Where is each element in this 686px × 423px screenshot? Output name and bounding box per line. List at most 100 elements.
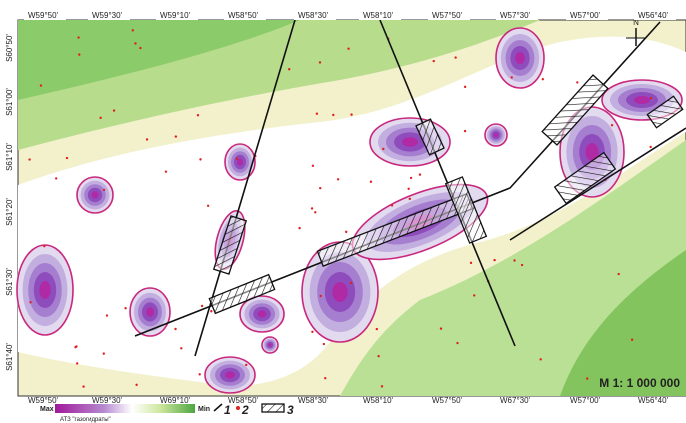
station [380, 385, 384, 388]
station [82, 385, 85, 388]
station [105, 314, 109, 317]
legend-item: 1 [224, 403, 231, 417]
label-box [634, 10, 676, 20]
hatched-zone [208, 273, 276, 315]
left-coordinate: S61°10' [5, 143, 14, 171]
station [630, 338, 634, 341]
station [102, 352, 105, 355]
left-coordinate: S61°00' [5, 88, 14, 116]
north-arrow: N [626, 18, 646, 46]
top-coordinate: W59°10' [160, 11, 191, 20]
station [586, 377, 589, 380]
station [510, 76, 513, 79]
contour [91, 191, 99, 199]
station [196, 114, 200, 117]
hatched-zone [415, 118, 445, 156]
label-box [566, 10, 608, 20]
hatched-zone [553, 151, 617, 205]
station [617, 272, 620, 276]
top-coordinate: W58°10' [363, 11, 394, 20]
contour [402, 137, 418, 147]
station [454, 56, 457, 59]
contour [257, 310, 267, 318]
hatched-zone [212, 215, 248, 275]
legend-item: 2 [241, 403, 249, 417]
station [131, 29, 135, 32]
station [541, 77, 545, 81]
station [198, 373, 201, 376]
top-coordinate: W56°40' [638, 11, 669, 20]
station [439, 327, 443, 330]
station [75, 362, 79, 365]
station [210, 310, 213, 313]
hatched-zone [444, 176, 488, 244]
station [28, 158, 31, 161]
station [418, 173, 422, 176]
contour [225, 371, 235, 379]
bottom-coordinate: W57°50' [432, 396, 463, 405]
bottom-coordinate: W69°10' [160, 396, 191, 405]
map-area: N M 1: 1 000 000 [16, 18, 686, 397]
station [375, 327, 379, 331]
hatched-zone [646, 95, 684, 129]
label-box [224, 10, 266, 20]
station [145, 138, 149, 141]
station [322, 342, 326, 346]
top-coordinate: W57°00' [570, 11, 601, 20]
station [174, 327, 177, 331]
bottom-coordinate: W58°50' [228, 396, 259, 405]
left-coordinate: S61°40' [5, 343, 14, 371]
station [288, 68, 291, 71]
top-coordinate: W57°30' [500, 11, 531, 20]
left-coordinate: S61°20' [5, 198, 14, 226]
station [200, 304, 204, 308]
top-coordinate: W58°30' [298, 11, 329, 20]
top-coordinate: W59°30' [92, 11, 123, 20]
left-coordinate: S61°30' [5, 268, 14, 296]
legend-max: Max [40, 406, 54, 413]
station [180, 347, 183, 350]
station [235, 157, 239, 160]
station [310, 207, 314, 210]
legend-dot-symbol [236, 406, 240, 410]
station [245, 363, 248, 367]
station [318, 61, 322, 64]
contour [237, 158, 243, 166]
station [350, 113, 353, 116]
station [347, 47, 350, 50]
station [311, 330, 314, 334]
station [39, 84, 43, 87]
bottom-coordinate: W58°30' [298, 396, 329, 405]
station [298, 226, 301, 230]
label-box [24, 10, 66, 20]
station [65, 156, 69, 160]
station [539, 358, 542, 361]
station [463, 85, 467, 89]
legend-item: 3 [287, 403, 294, 417]
bottom-coordinate: W58°10' [363, 396, 394, 405]
station [409, 176, 413, 180]
label-box [88, 10, 130, 20]
hatched-zone [541, 74, 609, 146]
station [377, 354, 380, 358]
label-box [2, 26, 16, 66]
label-box [2, 80, 16, 120]
station [390, 204, 394, 207]
legend-caption: АТЗ "газогидраты" [60, 417, 111, 423]
station [649, 145, 652, 149]
legend-line-symbol [213, 403, 223, 412]
contour [585, 143, 599, 161]
station [513, 259, 516, 262]
green-zone [18, 20, 300, 100]
contour [332, 282, 348, 302]
station [43, 244, 46, 248]
station [407, 187, 410, 191]
station [135, 383, 138, 387]
bottom-coordinate: W57°00' [570, 396, 601, 405]
contour [493, 132, 499, 138]
station [164, 170, 168, 173]
label-box [359, 10, 401, 20]
bottom-coordinate: W67°30' [500, 396, 531, 405]
legend-min: Min [198, 406, 210, 413]
station [29, 301, 32, 304]
